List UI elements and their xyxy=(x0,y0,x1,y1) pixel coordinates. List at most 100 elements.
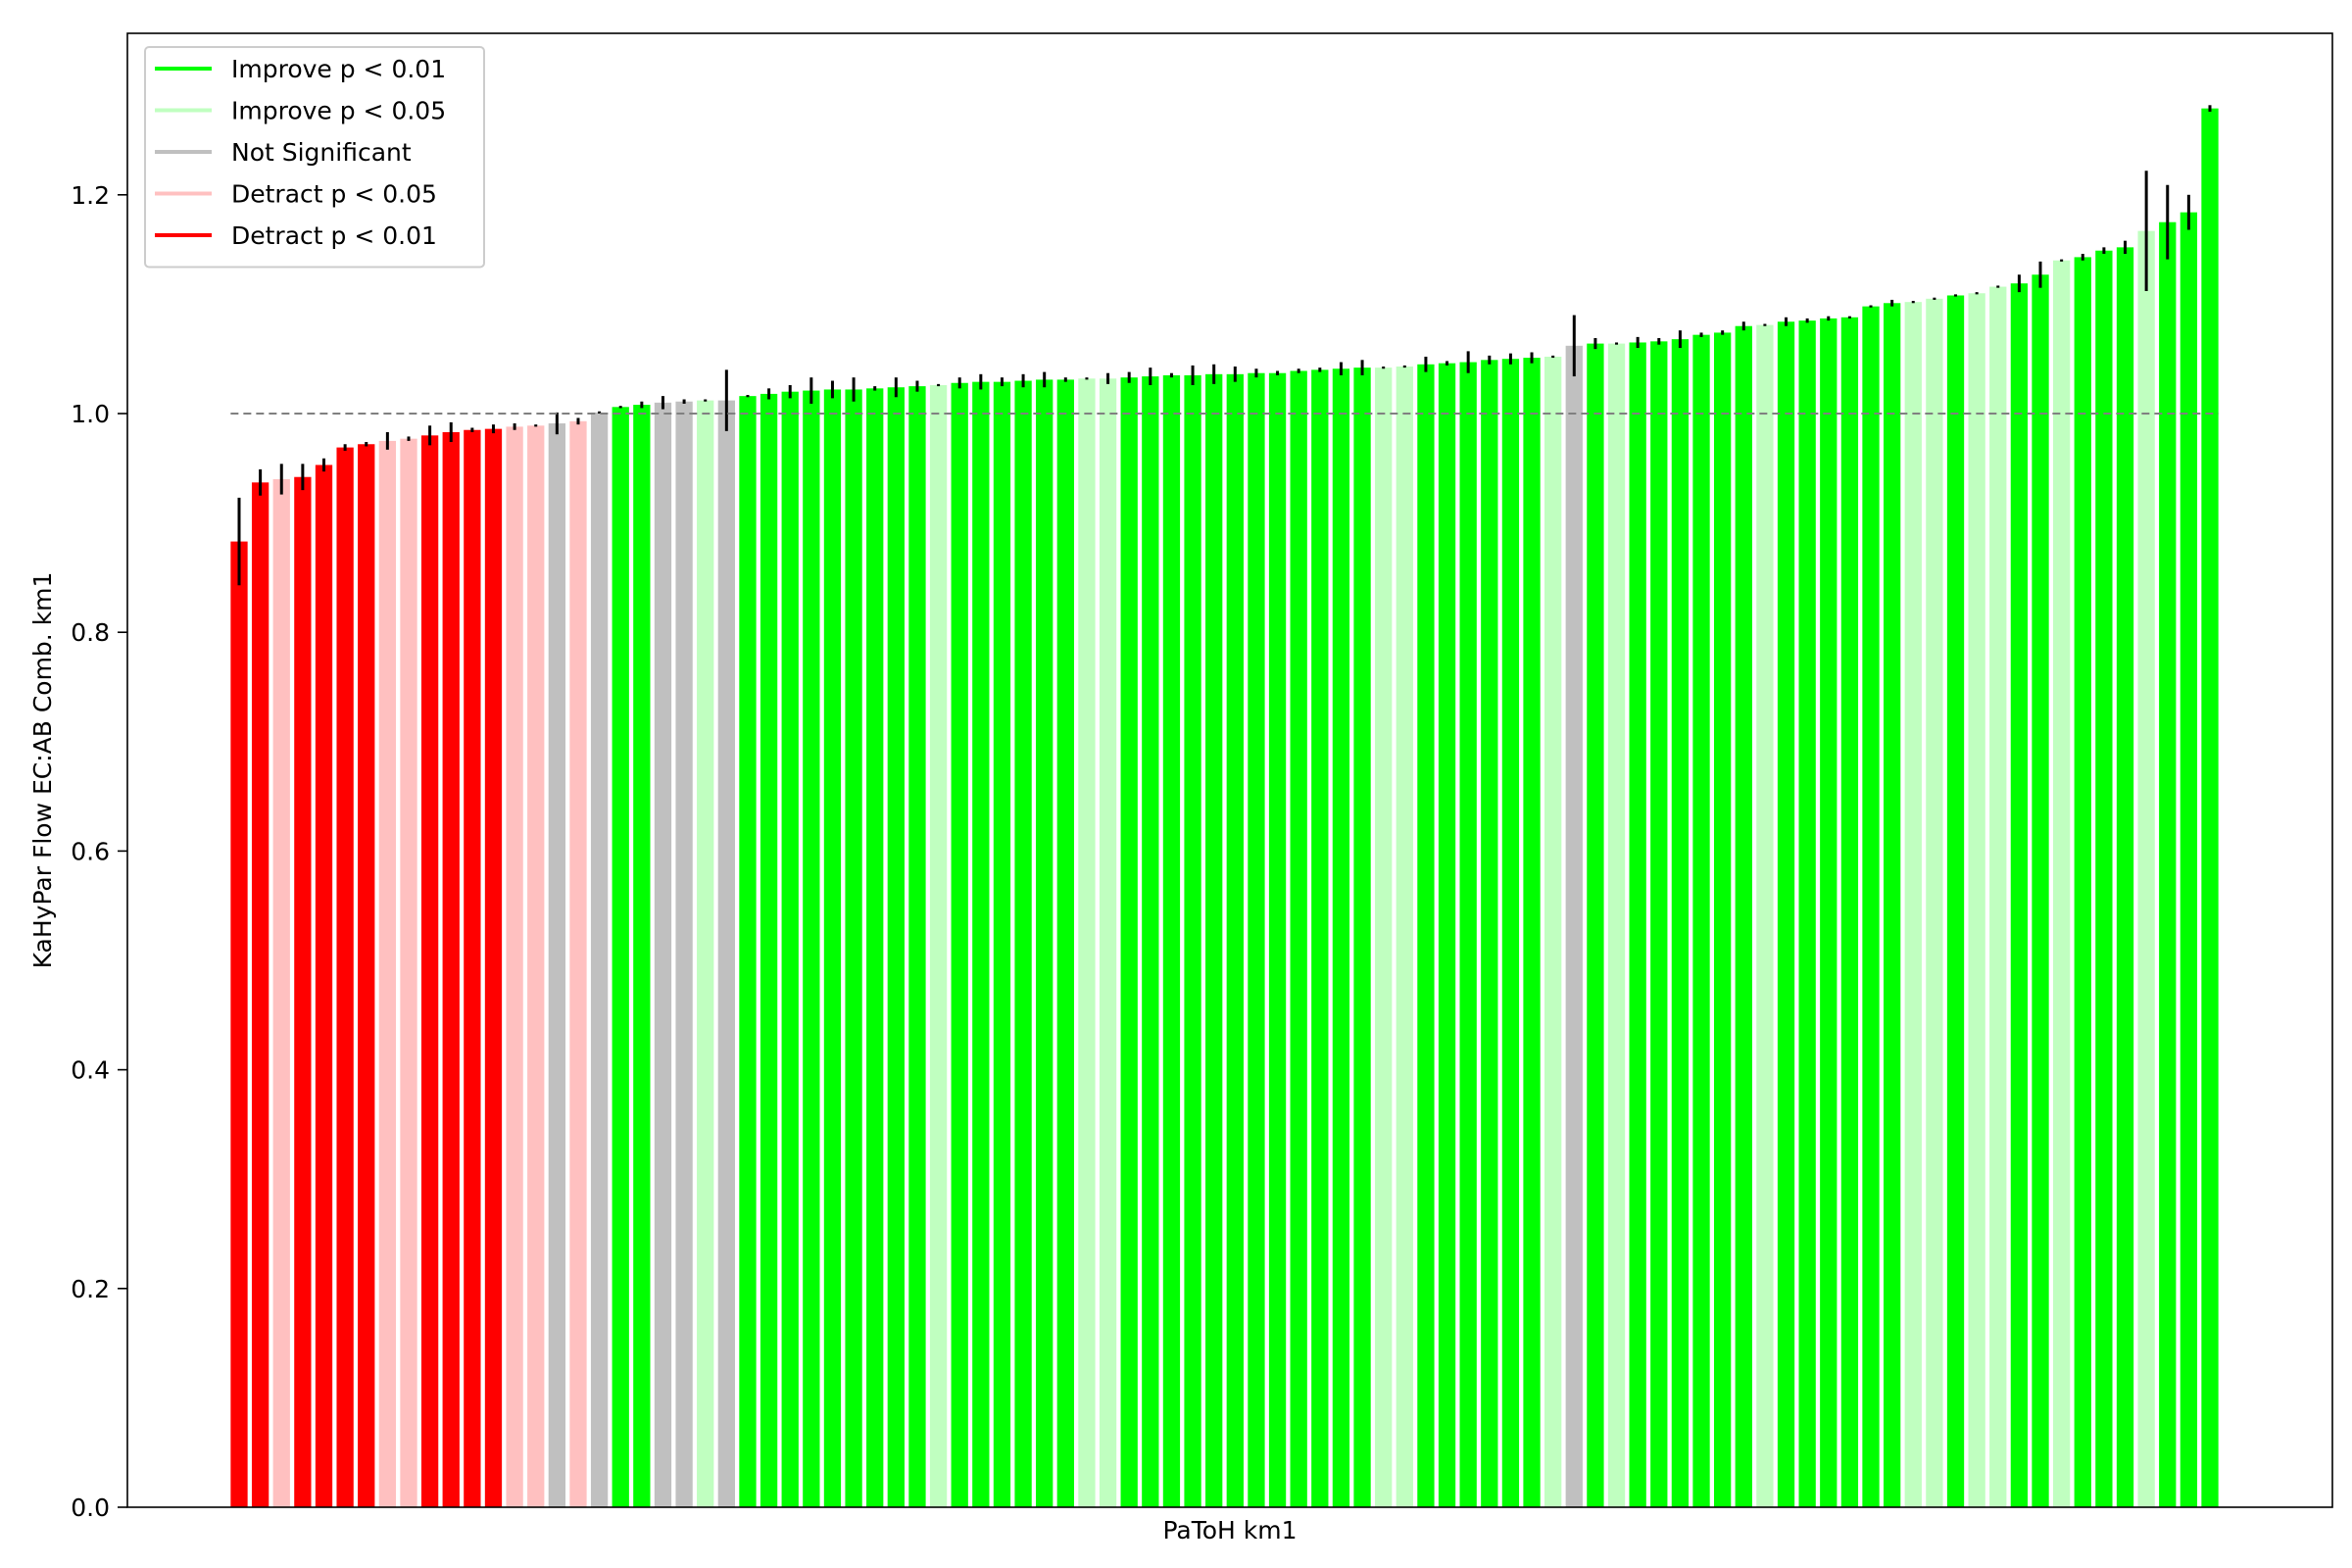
bar xyxy=(2074,257,2091,1507)
bar xyxy=(929,384,948,1508)
bar xyxy=(2095,250,2113,1508)
bar xyxy=(1862,306,1880,1507)
bar xyxy=(1544,356,1562,1508)
bar xyxy=(1989,286,2007,1507)
y-tick-label: 0.8 xyxy=(71,618,110,647)
bar xyxy=(230,541,248,1507)
bar xyxy=(1375,368,1393,1507)
y-tick-label: 1.0 xyxy=(71,400,110,428)
legend-label: Improve p < 0.05 xyxy=(231,97,446,125)
bar xyxy=(1481,360,1498,1507)
y-tick-label: 0.2 xyxy=(71,1275,110,1303)
legend-label: Not Significant xyxy=(231,138,412,167)
bar xyxy=(420,435,439,1507)
bar xyxy=(1777,321,1795,1507)
bar xyxy=(908,386,926,1508)
legend-label: Improve p < 0.01 xyxy=(231,55,446,83)
bar xyxy=(548,423,566,1507)
bar xyxy=(1205,373,1223,1507)
bar xyxy=(1036,379,1054,1507)
bar xyxy=(993,381,1011,1507)
bar xyxy=(2159,221,2177,1508)
bar xyxy=(527,425,545,1507)
bar xyxy=(590,412,609,1507)
bar xyxy=(1226,373,1244,1507)
bar xyxy=(1099,378,1117,1507)
bar xyxy=(378,440,397,1507)
y-tick-label: 0.6 xyxy=(71,837,110,865)
bar xyxy=(272,478,290,1508)
bar xyxy=(1248,372,1265,1508)
bar xyxy=(1968,293,1985,1507)
bar xyxy=(1714,332,1732,1507)
bar xyxy=(1014,380,1032,1507)
bar xyxy=(1353,368,1371,1507)
bar xyxy=(2052,260,2071,1507)
bar xyxy=(1884,303,1901,1507)
bar xyxy=(1650,341,1668,1508)
bar xyxy=(781,391,799,1508)
bar xyxy=(1946,295,1965,1508)
bar xyxy=(887,387,905,1508)
bar xyxy=(1735,325,1752,1508)
bar xyxy=(1290,370,1307,1508)
error-bars-layer xyxy=(237,105,2212,586)
bar xyxy=(760,393,778,1507)
bar xyxy=(1840,317,1859,1507)
bar xyxy=(1587,343,1604,1508)
bar xyxy=(1184,374,1201,1508)
bar xyxy=(675,401,693,1508)
y-axis-label: KaHyPar Flow EC:AB Comb. km1 xyxy=(28,572,57,969)
bar xyxy=(951,382,968,1507)
bar xyxy=(1078,378,1096,1507)
bar xyxy=(442,431,460,1508)
y-tick-label: 0.4 xyxy=(71,1056,110,1085)
bar xyxy=(358,444,375,1507)
y-tick-label: 0.0 xyxy=(71,1494,110,1522)
legend-label: Detract p < 0.01 xyxy=(231,221,437,250)
legend: Improve p < 0.01 Improve p < 0.05 Not Sign… xyxy=(144,46,485,269)
bar xyxy=(972,381,990,1507)
bar xyxy=(1332,368,1350,1507)
bar xyxy=(1692,334,1710,1507)
bar xyxy=(1438,363,1456,1507)
bar xyxy=(1904,302,1922,1507)
bar xyxy=(803,390,820,1507)
bar xyxy=(1501,359,1520,1508)
bar xyxy=(2180,212,2198,1507)
bar xyxy=(1268,372,1287,1508)
bar xyxy=(464,429,481,1507)
bar xyxy=(1820,318,1838,1507)
bar xyxy=(697,400,714,1507)
bar xyxy=(845,389,862,1508)
bar xyxy=(1311,369,1329,1507)
bar xyxy=(1629,342,1646,1508)
bar xyxy=(717,400,735,1507)
bar xyxy=(400,438,417,1507)
bar xyxy=(2201,108,2219,1507)
bar xyxy=(2137,230,2155,1507)
bar xyxy=(1756,324,1774,1508)
bar xyxy=(2010,283,2029,1508)
bar xyxy=(294,476,312,1508)
bar xyxy=(1396,367,1413,1507)
bar xyxy=(1459,362,1477,1507)
bar xyxy=(654,402,672,1508)
plot-area-frame xyxy=(126,32,2333,1508)
bar xyxy=(1798,320,1816,1507)
y-tick-label: 1.2 xyxy=(71,181,110,210)
bar xyxy=(506,426,523,1507)
bar xyxy=(484,428,503,1507)
bar xyxy=(1926,298,1943,1507)
bar xyxy=(251,482,270,1507)
bar xyxy=(1565,345,1583,1507)
bar xyxy=(1671,339,1690,1507)
bar xyxy=(1607,343,1626,1508)
bar xyxy=(866,388,884,1508)
legend-box xyxy=(144,46,485,269)
bar xyxy=(569,420,587,1507)
bar xyxy=(1056,379,1074,1507)
bar xyxy=(633,405,651,1507)
bar xyxy=(739,396,757,1507)
